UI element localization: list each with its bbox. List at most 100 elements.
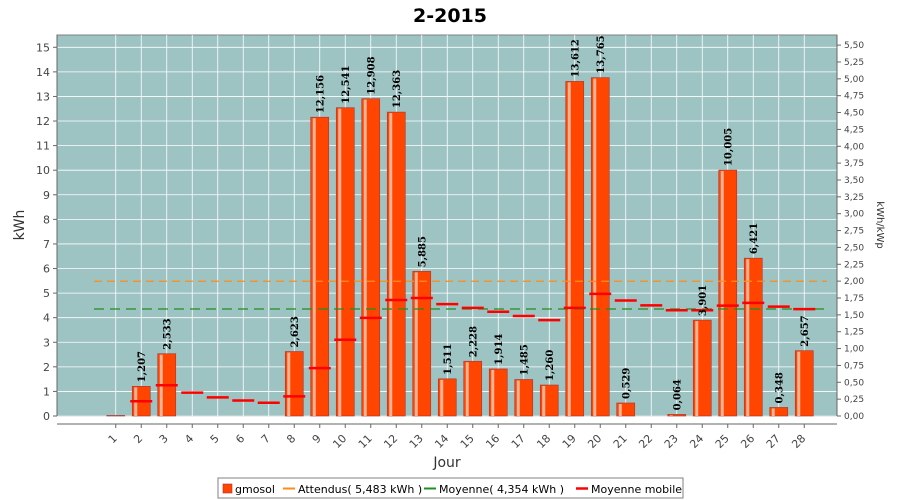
x-tick-label: 8 bbox=[284, 432, 298, 446]
bar bbox=[667, 414, 687, 417]
y2-tick-label: 0,25 bbox=[844, 395, 864, 405]
y2-tick-label: 4,25 bbox=[844, 125, 864, 135]
data-label: 12,363 bbox=[392, 70, 403, 108]
x-tick-label: 17 bbox=[509, 432, 528, 451]
bar-highlight bbox=[516, 380, 520, 416]
data-label: 1,207 bbox=[137, 351, 148, 382]
y2-tick-label: 1,00 bbox=[844, 345, 864, 355]
x-tick-label: 21 bbox=[611, 432, 630, 451]
data-label: 6,421 bbox=[749, 223, 760, 254]
y2-tick-label: 4,50 bbox=[844, 109, 864, 119]
y-tick-label: 13 bbox=[36, 90, 50, 103]
x-tick-label: 26 bbox=[738, 432, 757, 451]
data-label: 13,765 bbox=[596, 35, 607, 73]
x-tick-label: 7 bbox=[259, 432, 273, 446]
y2-tick-label: 5,50 bbox=[844, 41, 864, 51]
y-tick-label: 4 bbox=[43, 312, 50, 325]
y2-tick-label: 1,50 bbox=[844, 311, 864, 321]
y-tick-label: 2 bbox=[43, 361, 50, 374]
y2-tick-label: 3,00 bbox=[844, 210, 864, 220]
chart-title: 2-2015 bbox=[413, 5, 487, 27]
x-tick-label: 19 bbox=[560, 432, 579, 451]
bar-highlight bbox=[312, 118, 316, 416]
legend-label-moyenne-mobile: Moyenne mobile bbox=[591, 483, 682, 496]
legend-label-gmosol: gmosol bbox=[235, 483, 275, 496]
y2-tick-label: 1,25 bbox=[844, 328, 864, 338]
data-label: 0,348 bbox=[775, 372, 786, 403]
bar bbox=[769, 407, 789, 417]
data-label: 2,657 bbox=[800, 315, 811, 346]
y2-tick-label: 3,50 bbox=[844, 176, 864, 186]
bar-highlight bbox=[440, 379, 444, 416]
y-tick-label: 3 bbox=[43, 336, 50, 349]
y-axis-label: kWh bbox=[12, 210, 28, 241]
y2-tick-label: 2,25 bbox=[844, 260, 864, 270]
x-tick-label: 24 bbox=[687, 432, 706, 451]
data-label: 12,541 bbox=[341, 65, 352, 103]
x-tick-label: 12 bbox=[381, 432, 400, 451]
bar-highlight bbox=[618, 403, 622, 416]
y-tick-label: 5 bbox=[43, 287, 50, 300]
y2-tick-label: 1,75 bbox=[844, 294, 864, 304]
bar-highlight bbox=[746, 259, 750, 416]
y2-tick-label: 2,75 bbox=[844, 227, 864, 237]
y2-tick-label: 5,25 bbox=[844, 58, 864, 68]
data-label: 2,623 bbox=[290, 316, 301, 347]
x-tick-label: 23 bbox=[662, 432, 681, 451]
bar-highlight bbox=[797, 351, 801, 416]
data-label: 12,156 bbox=[316, 75, 327, 113]
legend-box bbox=[217, 477, 684, 499]
data-label: 0,064 bbox=[673, 379, 684, 410]
x-tick-label: 20 bbox=[585, 432, 604, 451]
x-tick-label: 16 bbox=[483, 432, 502, 451]
y-tick-label: 1 bbox=[43, 385, 50, 398]
data-label: 10,005 bbox=[724, 128, 735, 166]
y2-axis-label: kWh/kWp bbox=[874, 201, 885, 248]
legend-swatch-gmosol bbox=[222, 483, 233, 494]
data-label: 2,533 bbox=[163, 318, 174, 349]
x-tick-label: 28 bbox=[789, 432, 808, 451]
data-label: 1,511 bbox=[443, 344, 454, 375]
y2-tick-label: 3,75 bbox=[844, 159, 864, 169]
y-tick-label: 8 bbox=[43, 213, 50, 226]
bar-highlight bbox=[465, 362, 469, 416]
y2-tick-label: 0,50 bbox=[844, 378, 864, 388]
legend-label-moyenne: Moyenne( 4,354 kWh ) bbox=[439, 483, 564, 496]
x-tick-label: 1 bbox=[106, 432, 120, 446]
y-tick-label: 14 bbox=[36, 66, 50, 79]
x-tick-label: 13 bbox=[407, 432, 426, 451]
data-label: 5,885 bbox=[418, 236, 429, 267]
x-tick-label: 5 bbox=[208, 432, 222, 446]
y2-tick-label: 3,25 bbox=[844, 193, 864, 203]
y-tick-label: 15 bbox=[36, 41, 50, 54]
x-tick-label: 15 bbox=[458, 432, 477, 451]
bar-highlight bbox=[287, 352, 291, 416]
legend-label-attendus: Attendus( 5,483 kWh ) bbox=[298, 483, 422, 496]
x-tick-label: 27 bbox=[764, 432, 783, 451]
y-tick-label: 10 bbox=[36, 164, 50, 177]
bar-highlight bbox=[720, 171, 724, 416]
bar-highlight bbox=[567, 82, 571, 416]
y2-tick-label: 2,00 bbox=[844, 277, 864, 287]
y2-tick-label: 4,75 bbox=[844, 92, 864, 102]
y2-tick-label: 0,00 bbox=[844, 412, 864, 422]
data-label: 3,901 bbox=[698, 285, 709, 316]
data-label: 12,908 bbox=[367, 56, 378, 94]
y-tick-label: 7 bbox=[43, 238, 50, 251]
bar-highlight bbox=[491, 369, 495, 416]
y-tick-label: 11 bbox=[36, 140, 50, 153]
legend: gmosol Attendus( 5,483 kWh ) Moyenne( 4,35… bbox=[217, 477, 684, 499]
x-tick-label: 22 bbox=[636, 432, 655, 451]
x-tick-label: 9 bbox=[310, 432, 324, 446]
data-label: 13,612 bbox=[571, 39, 582, 77]
bar-highlight bbox=[542, 386, 546, 416]
data-label: 1,485 bbox=[520, 344, 531, 375]
bar-highlight bbox=[771, 408, 775, 416]
bar-highlight bbox=[338, 108, 342, 416]
bar-highlight bbox=[593, 78, 597, 416]
x-tick-label: 25 bbox=[713, 432, 732, 451]
bar-highlight bbox=[669, 415, 673, 416]
x-axis-label: Jour bbox=[432, 455, 461, 471]
bar-highlight bbox=[363, 99, 367, 416]
